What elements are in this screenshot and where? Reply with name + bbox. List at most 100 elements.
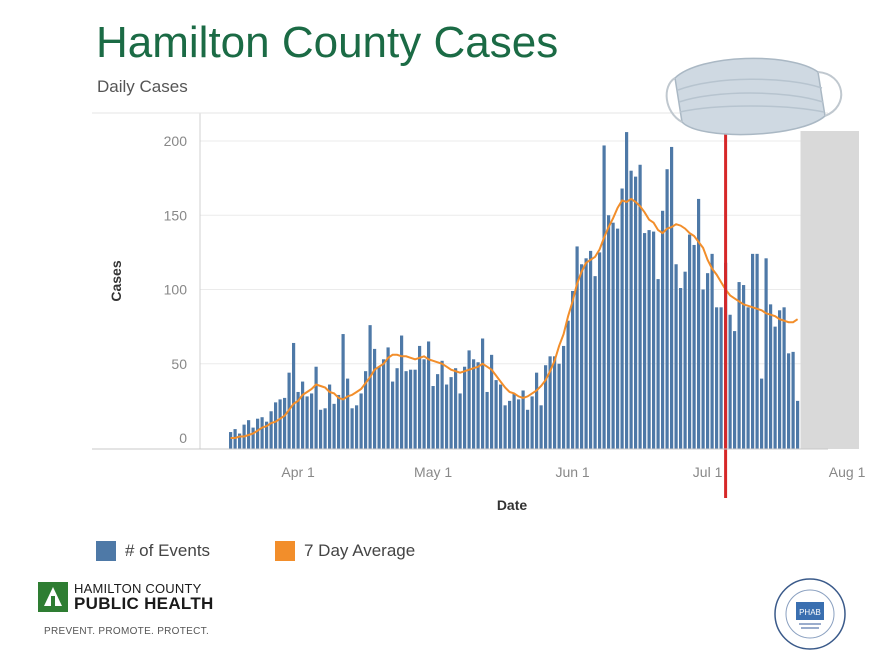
bar-day-32: [373, 348, 377, 449]
bar-day-99: [674, 264, 678, 449]
y-tick-label-50: 50: [171, 356, 187, 372]
bar-day-15: [296, 391, 300, 449]
bar-day-26: [346, 378, 350, 449]
bar-day-22: [328, 384, 332, 449]
bar-day-124: [787, 353, 791, 449]
bar-day-112: [733, 331, 737, 449]
bar-day-105: [701, 289, 705, 449]
bar-day-28: [355, 405, 359, 449]
bar-day-45: [431, 386, 435, 449]
y-tick-label-0: 0: [179, 430, 187, 446]
legend-swatch-events: [96, 541, 116, 561]
bar-day-49: [449, 377, 453, 449]
bar-day-88: [625, 132, 629, 449]
x-tick-label-may-1: May 1: [414, 464, 452, 480]
bar-day-2: [238, 433, 242, 449]
bar-day-19: [314, 366, 318, 449]
bar-day-69: [539, 405, 543, 449]
bar-day-106: [706, 273, 710, 449]
bar-day-118: [760, 378, 764, 449]
bar-day-61: [503, 405, 507, 449]
bar-day-29: [359, 393, 363, 449]
bar-day-87: [620, 188, 624, 449]
bar-day-83: [602, 145, 606, 449]
bar-day-53: [467, 350, 471, 449]
bar-day-117: [755, 253, 759, 449]
bar-day-42: [418, 345, 422, 449]
bar-day-78: [580, 264, 584, 449]
bar-day-60: [499, 384, 503, 449]
seven-day-average-line: [230, 197, 799, 439]
bar-day-103: [692, 244, 696, 449]
bar-day-14: [292, 342, 296, 449]
y-tick-label-200: 200: [164, 133, 188, 149]
grid-lines: [200, 140, 828, 365]
bar-day-51: [458, 393, 462, 449]
bar-day-77: [575, 246, 579, 449]
bar-day-17: [305, 396, 309, 449]
bar-day-102: [688, 234, 692, 449]
bar-day-8: [265, 421, 269, 449]
bar-day-76: [571, 290, 575, 449]
bar-day-74: [562, 345, 566, 449]
bar-day-35: [386, 347, 390, 449]
bar-day-122: [778, 310, 782, 449]
chart-subtitle: Daily Cases: [97, 77, 188, 96]
bar-day-79: [584, 258, 588, 449]
bar-day-126: [796, 400, 800, 449]
org-name-line2: PUBLIC HEALTH: [74, 594, 214, 613]
bar-day-84: [607, 215, 611, 449]
bar-series: [229, 132, 800, 449]
bar-day-48: [445, 384, 449, 449]
y-tick-label-100: 100: [164, 282, 188, 298]
bar-day-91: [638, 164, 642, 449]
seal-badge-text: PHAB: [799, 608, 821, 617]
y-axis-title: Cases: [108, 260, 124, 301]
legend-label-events: # of Events: [125, 541, 211, 560]
bar-day-11: [278, 399, 282, 449]
bar-day-101: [683, 271, 687, 449]
bar-day-58: [490, 354, 494, 449]
bar-day-52: [463, 366, 467, 449]
face-mask-image: [665, 57, 843, 136]
bar-day-92: [643, 233, 647, 449]
bar-day-123: [782, 307, 786, 449]
organization-logo: HAMILTON COUNTY PUBLIC HEALTH PREVENT. P…: [38, 582, 214, 637]
bar-day-23: [332, 403, 336, 449]
bar-day-43: [422, 359, 426, 449]
y-tick-label-150: 150: [164, 207, 188, 223]
bar-day-64: [517, 399, 521, 449]
bar-day-81: [593, 276, 597, 449]
page-title: Hamilton County Cases: [96, 18, 559, 67]
bar-day-24: [337, 394, 341, 449]
bar-day-36: [391, 381, 395, 449]
bar-day-12: [283, 397, 287, 449]
legend-item-events: # of Events: [96, 541, 210, 561]
bar-day-40: [409, 369, 413, 449]
bar-day-20: [319, 409, 323, 449]
bar-day-47: [440, 360, 444, 449]
bar-day-96: [661, 210, 665, 449]
bar-day-16: [301, 381, 305, 449]
legend-label-average: 7 Day Average: [304, 541, 416, 560]
bar-day-95: [656, 279, 660, 449]
bar-day-98: [670, 146, 674, 449]
bar-day-75: [566, 320, 570, 449]
bar-day-90: [634, 176, 638, 449]
legend-item-average: 7 Day Average: [275, 541, 415, 561]
bar-day-5: [251, 427, 255, 449]
bar-day-94: [652, 231, 656, 449]
bar-day-39: [404, 371, 408, 449]
bar-day-9: [269, 411, 273, 449]
x-tick-label-aug-1: Aug 1: [829, 464, 866, 480]
bar-day-125: [791, 351, 795, 449]
bar-day-44: [427, 341, 431, 449]
x-tick-labels: Apr 1 May 1 Jun 1 Jul 1 Aug 1: [281, 464, 865, 480]
bar-day-6: [256, 418, 260, 449]
bar-day-41: [413, 369, 417, 449]
bar-day-0: [229, 432, 233, 449]
x-axis-title: Date: [497, 497, 528, 513]
x-tick-label-jun-1: Jun 1: [555, 464, 589, 480]
bar-day-108: [715, 307, 719, 449]
